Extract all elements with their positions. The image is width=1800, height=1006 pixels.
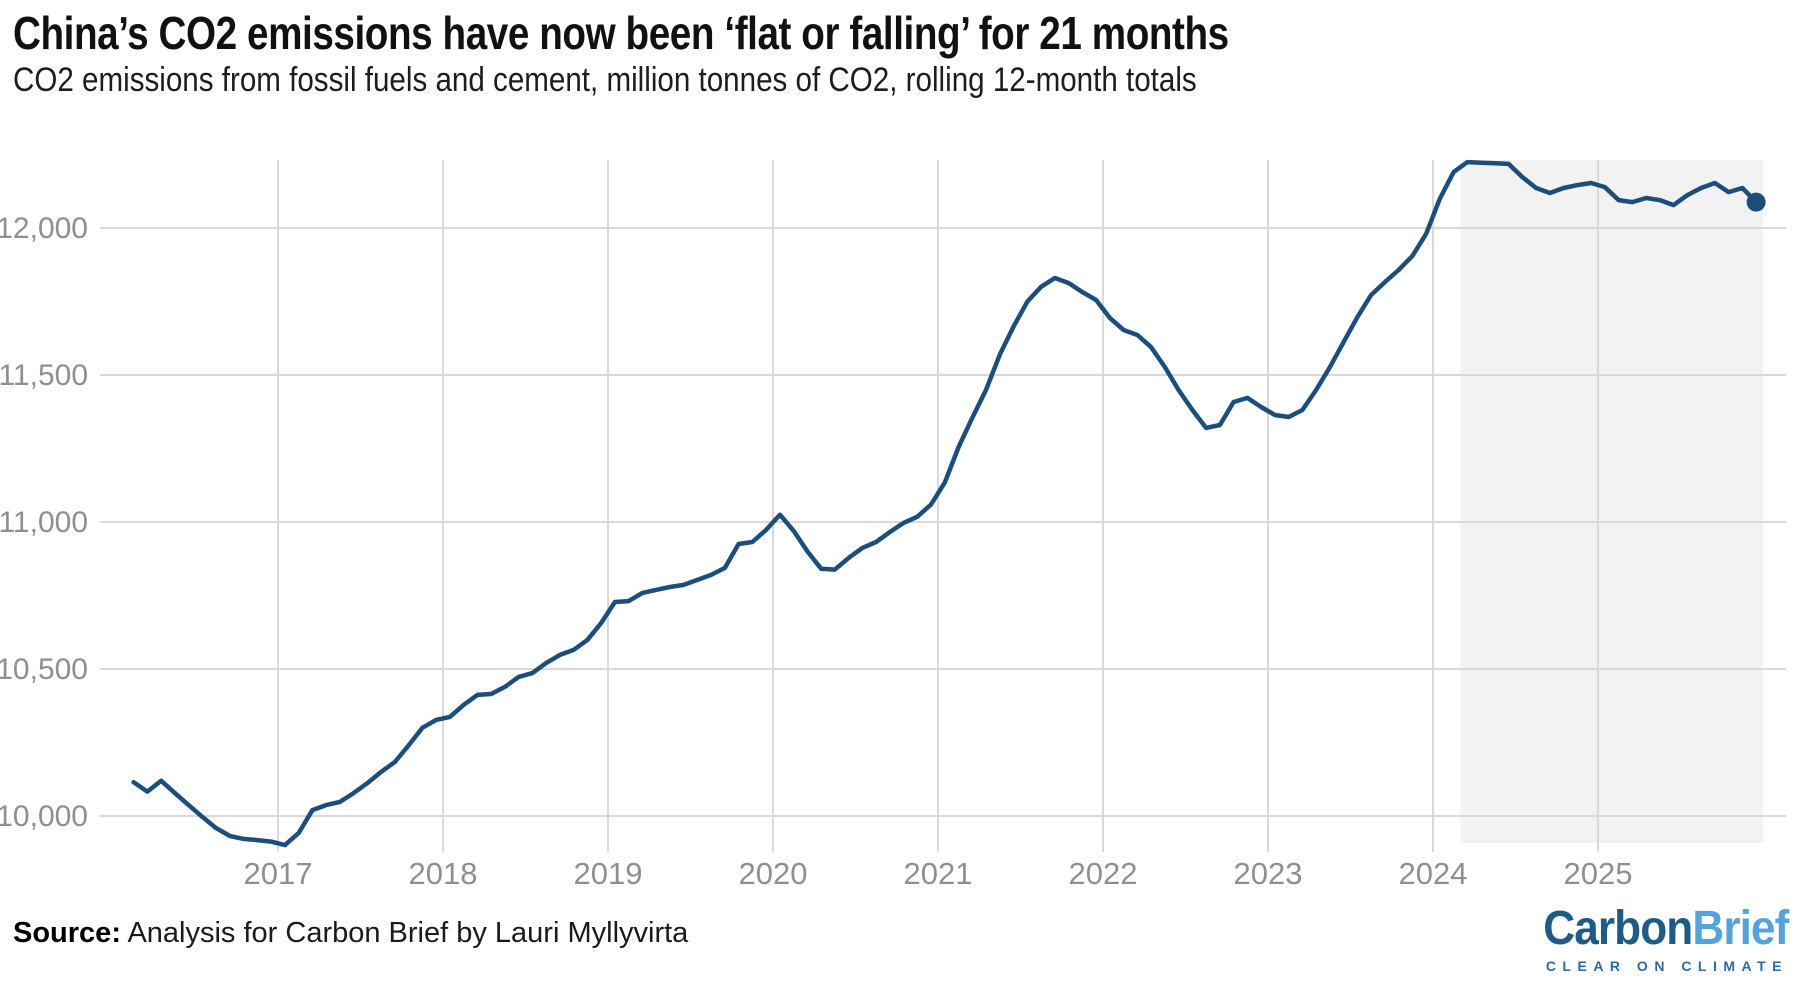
y-axis-label: 11,500 (0, 359, 88, 392)
source-label: Source: (13, 917, 121, 949)
x-axis-label: 2021 (904, 856, 973, 891)
x-axis-label: 2019 (574, 856, 643, 891)
chart-title: China’s CO2 emissions have now been ‘fla… (13, 7, 1229, 59)
y-axis-label: 10,000 (0, 800, 88, 833)
carbonbrief-logo: CarbonBrief CLEAR ON CLIMATE (1522, 901, 1789, 974)
latest-value-dot (1746, 192, 1766, 212)
x-axis-label: 2017 (244, 856, 313, 891)
logo-tagline: CLEAR ON CLIMATE (1545, 958, 1788, 974)
x-axis-label: 2018 (409, 856, 478, 891)
x-axis-label: 2025 (1564, 856, 1633, 891)
emissions-line (131, 159, 1759, 848)
highlight-band (1460, 160, 1763, 843)
carbonbrief-wordmark: CarbonBrief (1542, 901, 1789, 956)
x-axis-label: 2022 (1069, 856, 1138, 891)
x-axis-label: 2020 (739, 856, 808, 891)
logo-carbon-text: Carbon (1542, 902, 1693, 955)
source-text: Analysis for Carbon Brief by Lauri Mylly… (120, 917, 689, 949)
x-axis-label: 2024 (1399, 856, 1468, 891)
logo-brief-text: Brief (1691, 902, 1789, 955)
y-axis-label: 12,000 (0, 212, 88, 245)
source-note: Source: Analysis for Carbon Brief by Lau… (13, 917, 688, 950)
y-axis-label: 10,500 (0, 653, 88, 686)
chart-subtitle: CO2 emissions from fossil fuels and ceme… (13, 61, 1197, 99)
x-axis-label: 2023 (1234, 856, 1303, 891)
y-axis-label: 11,000 (0, 506, 88, 539)
